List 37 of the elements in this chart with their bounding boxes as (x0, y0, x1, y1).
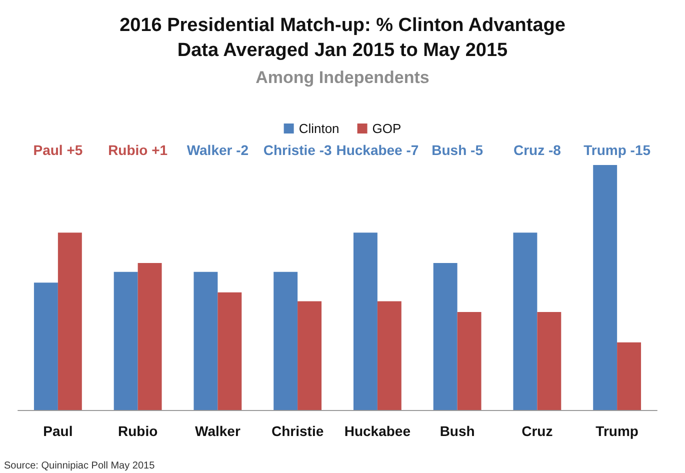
x-tick-label: Christie (272, 423, 324, 439)
bar (537, 312, 562, 410)
source-note: Source: Quinnipiac Poll May 2015 (4, 460, 156, 472)
bar (194, 272, 218, 410)
x-tick-label: Walker (194, 423, 241, 439)
x-tick-label: Bush (440, 423, 475, 439)
x-tick-label: Cruz (522, 423, 553, 439)
bar (377, 301, 402, 410)
bar (457, 312, 482, 410)
legend-label: GOP (372, 121, 402, 136)
x-tick-label: Trump (596, 423, 638, 439)
bar (513, 232, 538, 410)
x-tick-label: Rubio (118, 423, 158, 439)
text: Bush -5 (432, 142, 484, 158)
x-tick-label: Huckabee (344, 423, 411, 439)
legend-label: Clinton (298, 121, 340, 136)
bar (593, 165, 618, 410)
chart-title: 2016 Presidential Match-up: % Clinton Advantage Data Averaged Jan 2015 to May 2015 (120, 15, 566, 61)
text: Walker -2 (186, 142, 249, 158)
bar (58, 232, 82, 410)
text: Paul +5 (33, 142, 83, 158)
bar (433, 263, 458, 410)
bar (617, 342, 642, 410)
bar (298, 301, 322, 410)
bar (138, 263, 162, 410)
chart-subtitle: Among Independents (256, 68, 430, 87)
text: Rubio +1 (108, 142, 168, 158)
x-tick-label: Paul (43, 423, 73, 439)
text: Trump -15 (584, 142, 651, 158)
text: Huckabee -7 (336, 142, 419, 158)
bar (353, 232, 378, 410)
bar (34, 282, 58, 410)
text: Christie -3 (263, 142, 332, 158)
bar (218, 292, 242, 410)
text: Cruz -8 (513, 142, 562, 158)
bar (114, 272, 138, 410)
bar (274, 272, 298, 410)
